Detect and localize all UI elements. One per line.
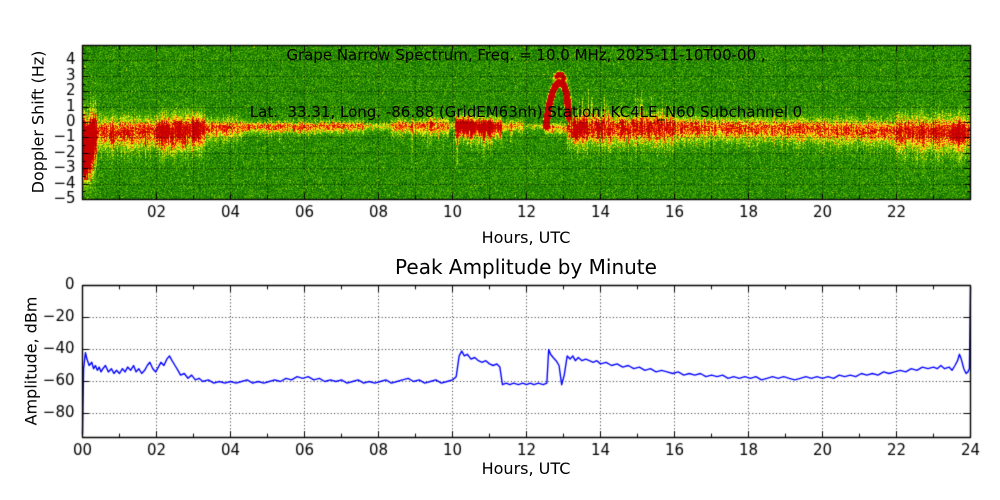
- figure-title-line2: Lat. 33.31, Long. -86.88 (GridEM63nh) St…: [249, 103, 803, 121]
- spectrogram-xlabel: Hours, UTC: [481, 228, 571, 247]
- figure-title-line1: Grape Narrow Spectrum, Freq. = 10.0 MHz,…: [286, 46, 766, 64]
- amplitude-ylabel: Amplitude, dBm: [21, 296, 41, 426]
- amplitude-xlabel: Hours, UTC: [481, 459, 571, 478]
- figure-title: Grape Narrow Spectrum, Freq. = 10.0 MHz,…: [82, 8, 970, 160]
- spectrogram-ylabel: Doppler Shift (Hz): [28, 50, 48, 194]
- amplitude-chart-title: Peak Amplitude by Minute: [395, 255, 657, 279]
